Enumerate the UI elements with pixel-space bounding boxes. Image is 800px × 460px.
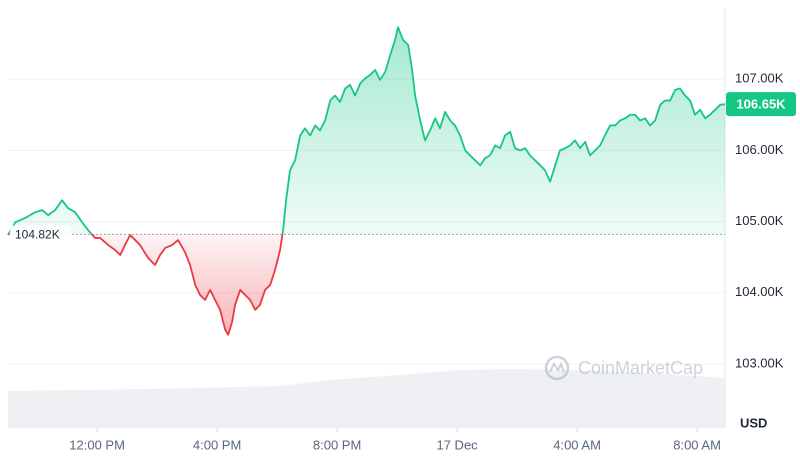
volume-area xyxy=(8,369,725,428)
baseline-label: 104.82K xyxy=(15,228,60,242)
x-tick-label: 12:00 PM xyxy=(69,437,125,452)
y-tick-label: 107.00K xyxy=(735,71,784,86)
x-tick-label: 4:00 PM xyxy=(193,437,241,452)
x-tick-label: 4:00 AM xyxy=(553,437,601,452)
watermark-logo-mark xyxy=(549,361,565,373)
price-line-up xyxy=(7,26,726,235)
x-tick-label: 17 Dec xyxy=(436,437,478,452)
watermark-logo xyxy=(544,355,570,381)
unit-label: USD xyxy=(740,415,767,430)
area-up xyxy=(8,27,725,235)
x-tick-label: 8:00 PM xyxy=(313,437,361,452)
watermark-text: CoinMarketCap xyxy=(578,358,703,378)
watermark: CoinMarketCap xyxy=(544,355,703,381)
price-line-down xyxy=(7,234,284,336)
baseline-label-bg xyxy=(10,225,70,244)
y-tick-label: 106.00K xyxy=(735,142,784,157)
x-tick-label: 8:00 AM xyxy=(673,437,721,452)
y-tick-label: 104.00K xyxy=(735,284,784,299)
y-tick-label: 103.00K xyxy=(735,355,784,370)
y-tick-label: 105.00K xyxy=(735,213,784,228)
last-price-badge xyxy=(726,92,796,117)
last-price-label: 106.65K xyxy=(736,97,786,112)
